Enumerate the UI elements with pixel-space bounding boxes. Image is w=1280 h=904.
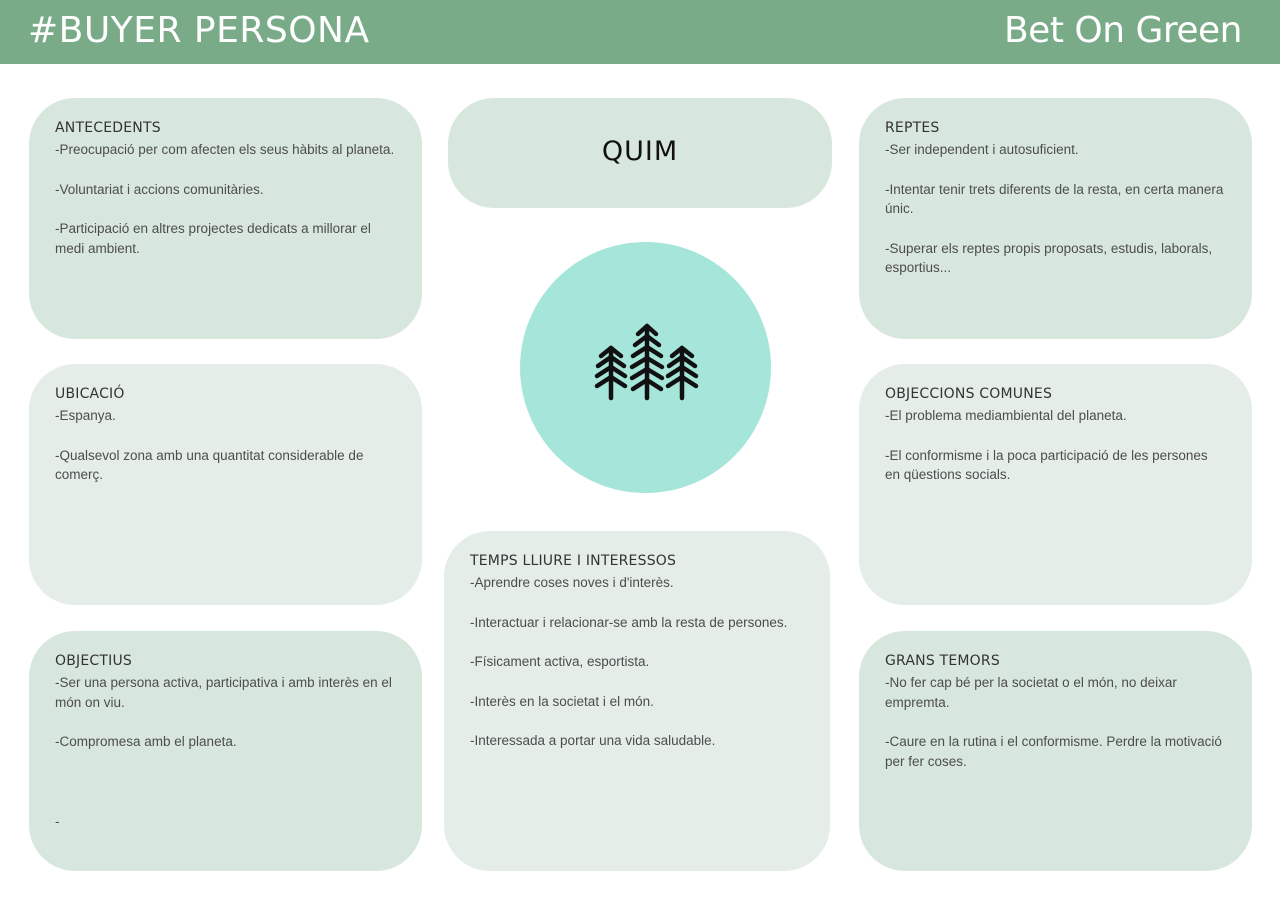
- card-line: -El conformisme i la poca participació d…: [885, 447, 1208, 483]
- card-line: -Participació en altres projectes dedica…: [55, 221, 371, 256]
- card-title: OBJECCIONS COMUNES: [885, 386, 1053, 402]
- card-line: -Interactuar i relacionar-se amb la rest…: [470, 614, 788, 630]
- card-line: -Preocupació per com afecten els seus hà…: [55, 142, 395, 157]
- card-antecedents: ANTECEDENTS -Preocupació per com afecten…: [29, 98, 422, 339]
- page-title: #BUYER PERSONA: [28, 10, 370, 51]
- header-bar: #BUYER PERSONA Bet On Green: [0, 0, 1280, 64]
- card-title: ANTECEDENTS: [55, 120, 161, 136]
- card-title: UBICACIÓ: [55, 386, 125, 402]
- card-temps-lliure: TEMPS LLIURE I INTERESSOS -Aprendre cose…: [444, 531, 830, 871]
- persona-name-card: QUIM: [448, 98, 832, 208]
- card-title: OBJECTIUS: [55, 653, 132, 669]
- card-title: REPTES: [885, 120, 940, 136]
- card-reptes: REPTES -Ser independent i autosuficient.…: [859, 98, 1252, 339]
- card-line: -Superar els reptes propis proposats, es…: [885, 240, 1213, 276]
- card-line: -Voluntariat i accions comunitàries.: [55, 181, 264, 197]
- card-line: -Espanya.: [55, 408, 116, 423]
- avatar: [520, 242, 771, 493]
- card-line: -El problema mediambiental del planeta.: [885, 408, 1127, 423]
- persona-name: QUIM: [601, 136, 679, 167]
- card-line: -Caure en la rutina i el conformisme. Pe…: [885, 734, 1222, 769]
- card-title: GRANS TEMORS: [885, 653, 1000, 669]
- card-objectius: OBJECTIUS -Ser una persona activa, parti…: [29, 631, 422, 871]
- card-line: -No fer cap bé per la societat o el món,…: [885, 675, 1177, 710]
- card-line: -Interessada a portar una vida saludable…: [470, 733, 716, 749]
- card-line: -Aprendre coses noves i d'interès.: [470, 575, 674, 590]
- trailing-dash: -: [55, 814, 60, 829]
- card-objeccions: OBJECCIONS COMUNES -El problema mediambi…: [859, 364, 1252, 605]
- card-line: -Ser una persona activa, participativa i…: [55, 675, 392, 710]
- card-line: -Compromesa amb el planeta.: [55, 734, 237, 750]
- card-line: -Interès en la societat i el món.: [470, 693, 654, 709]
- card-grans-temors: GRANS TEMORS -No fer cap bé per la socie…: [859, 631, 1252, 871]
- card-title: TEMPS LLIURE I INTERESSOS: [470, 553, 677, 569]
- card-ubicacio: UBICACIÓ -Espanya. -Qualsevol zona amb u…: [29, 364, 422, 605]
- card-line: -Físicament activa, esportista.: [470, 654, 650, 670]
- card-line: -Ser independent i autosuficient.: [885, 142, 1079, 157]
- card-line: -Intentar tenir trets diferents de la re…: [885, 181, 1224, 217]
- brand-name: Bet On Green: [1003, 10, 1243, 51]
- trees-icon: [594, 323, 699, 401]
- card-line: -Qualsevol zona amb una quantitat consid…: [55, 447, 364, 483]
